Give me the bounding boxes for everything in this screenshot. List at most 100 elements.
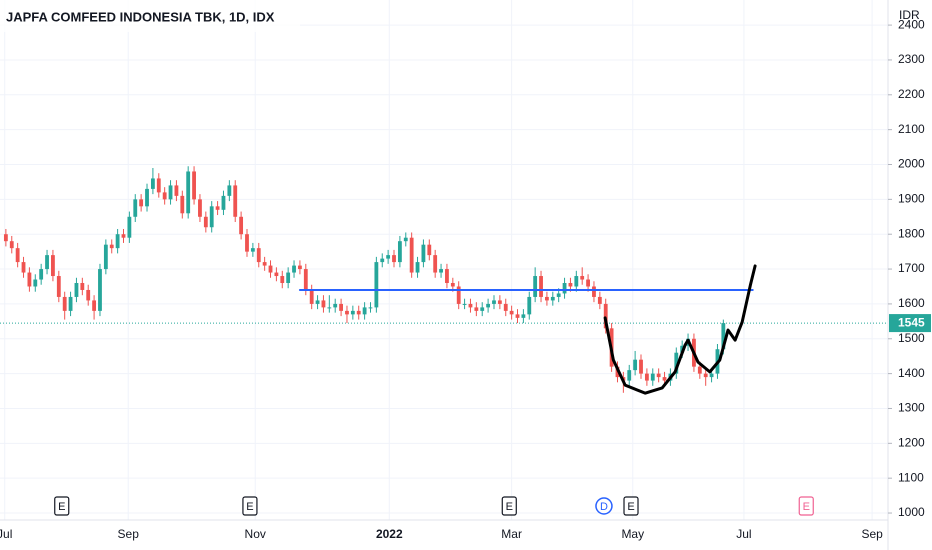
candle-body bbox=[33, 279, 38, 287]
x-tick-label: May bbox=[621, 527, 644, 541]
candle-body bbox=[509, 310, 514, 315]
event-badge bbox=[242, 496, 258, 516]
x-tick-label: Jul bbox=[0, 527, 12, 541]
candle-body bbox=[56, 276, 61, 297]
candle-body bbox=[674, 352, 679, 374]
candle-body bbox=[245, 234, 249, 252]
currency-label: IDR bbox=[899, 8, 920, 22]
candle-body bbox=[574, 276, 579, 287]
event-label: E bbox=[246, 501, 253, 513]
candle-body bbox=[556, 293, 561, 297]
candle-body bbox=[403, 237, 408, 242]
plot bbox=[0, 166, 888, 395]
candle-body bbox=[456, 286, 461, 304]
candle-body bbox=[51, 255, 55, 277]
candle-body bbox=[21, 262, 26, 273]
candle-body bbox=[74, 283, 79, 297]
candle-body bbox=[703, 373, 708, 378]
candle-body bbox=[521, 314, 526, 318]
y-tick-label: 1600 bbox=[898, 296, 925, 310]
candle-body bbox=[80, 283, 85, 290]
candle-body bbox=[533, 276, 538, 297]
last-price-box bbox=[889, 314, 931, 333]
candle-body bbox=[180, 195, 185, 214]
chart-title: JAPFA COMFEED INDONESIA TBK, 1D, IDX bbox=[6, 9, 275, 24]
candle-body bbox=[15, 248, 20, 263]
candle-body bbox=[239, 216, 244, 235]
candle-body bbox=[321, 300, 326, 308]
candle-body bbox=[503, 303, 508, 311]
candle-body bbox=[539, 276, 543, 297]
candle-body bbox=[156, 178, 161, 193]
candle-body bbox=[433, 255, 438, 273]
candle-body bbox=[492, 300, 496, 304]
candle-body bbox=[145, 188, 149, 207]
candle-body bbox=[345, 310, 349, 315]
x-tick-label: Mar bbox=[501, 527, 522, 541]
candle-body bbox=[550, 296, 555, 301]
candle-body bbox=[380, 258, 385, 263]
y-tick-label: 1400 bbox=[898, 366, 925, 380]
y-tick-label: 2300 bbox=[898, 52, 925, 66]
candle-body bbox=[68, 296, 73, 311]
candle-body bbox=[280, 276, 285, 284]
candle-body bbox=[3, 234, 8, 242]
candle-body bbox=[250, 248, 255, 252]
candle-body bbox=[709, 373, 714, 378]
candle-body bbox=[480, 307, 485, 311]
candle-body bbox=[597, 296, 602, 304]
candle-body bbox=[192, 171, 196, 200]
candle-body bbox=[639, 359, 643, 374]
candle-body bbox=[215, 206, 220, 210]
candle-body bbox=[721, 323, 726, 350]
candle-body bbox=[527, 296, 532, 315]
candle-body bbox=[409, 237, 414, 273]
candle-body bbox=[327, 307, 332, 309]
candle-body bbox=[115, 234, 120, 249]
grid bbox=[0, 0, 888, 520]
candle-body bbox=[445, 269, 449, 284]
candle-body bbox=[697, 366, 702, 374]
cup-handle-drawing bbox=[603, 264, 757, 395]
candle-body bbox=[186, 171, 191, 214]
candle-body bbox=[198, 199, 202, 217]
y-tick-label: 1100 bbox=[898, 470, 924, 484]
candle-body bbox=[309, 289, 314, 304]
candle-body bbox=[415, 262, 420, 273]
candle-body bbox=[298, 265, 302, 270]
candle-body bbox=[45, 255, 49, 270]
candle-body bbox=[139, 199, 144, 207]
event-badge bbox=[798, 496, 814, 516]
candle-body bbox=[209, 206, 214, 228]
candle-body bbox=[368, 307, 373, 309]
candle-body bbox=[439, 269, 443, 273]
y-tick-label: 1000 bbox=[898, 505, 925, 519]
candle-body bbox=[168, 185, 173, 200]
event-label: E bbox=[506, 501, 513, 513]
candle-body bbox=[150, 178, 155, 189]
y-tick-label: 2400 bbox=[898, 17, 925, 31]
candle-body bbox=[462, 303, 467, 305]
candle-body bbox=[468, 303, 473, 308]
y-tick-label: 1300 bbox=[898, 401, 925, 415]
candle-body bbox=[333, 303, 338, 308]
title-backdrop bbox=[0, 0, 300, 32]
candle-body bbox=[174, 185, 179, 196]
candle-body bbox=[203, 216, 208, 228]
candle-body bbox=[362, 307, 367, 315]
candle-body bbox=[109, 244, 114, 249]
event-badge bbox=[595, 497, 613, 515]
y-tick-label: 2200 bbox=[898, 87, 925, 101]
event-label: E bbox=[58, 501, 65, 513]
candle-body bbox=[121, 234, 126, 238]
candle-body bbox=[650, 373, 655, 381]
candle-body bbox=[86, 289, 91, 301]
candle-body bbox=[262, 262, 267, 266]
currency-backdrop bbox=[889, 0, 932, 34]
event-badge bbox=[501, 496, 517, 516]
candle-body bbox=[580, 276, 585, 280]
y-tick-label: 1700 bbox=[898, 261, 925, 275]
candle-body bbox=[603, 303, 608, 329]
candle-body bbox=[497, 300, 502, 304]
candle-body bbox=[303, 269, 308, 290]
